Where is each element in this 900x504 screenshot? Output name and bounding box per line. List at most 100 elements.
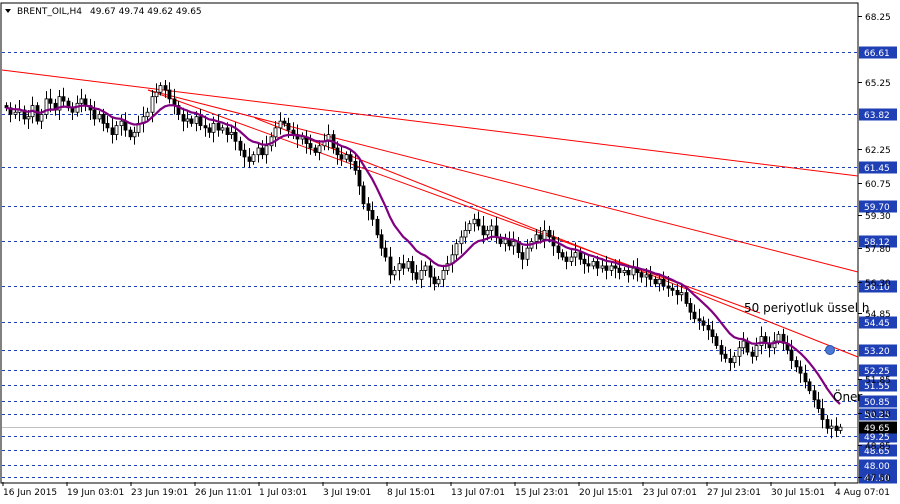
candle <box>542 220 547 249</box>
date-tick-label: 16 Jun 2015 <box>3 488 57 498</box>
candle-body <box>829 425 834 429</box>
candle-body <box>759 336 764 346</box>
date-tick-label: 15 Jul 23:01 <box>515 488 569 498</box>
date-tick-label: 27 Jul 23:01 <box>707 488 761 498</box>
candle <box>313 144 318 156</box>
candle <box>803 364 808 389</box>
candle-body <box>48 98 53 104</box>
level-tag <box>859 344 897 357</box>
ema-annotation: 50 periyotluk üssel h <box>744 301 869 315</box>
candle <box>534 229 539 250</box>
candle-body <box>101 114 106 124</box>
candle <box>105 115 110 133</box>
trendline <box>1 69 859 177</box>
candle-body <box>247 156 252 162</box>
price-tick-label: 60.75 <box>865 180 891 190</box>
candle-body <box>732 355 737 364</box>
level-tag <box>859 316 897 329</box>
candle-body <box>653 278 658 285</box>
candle-body <box>207 127 212 133</box>
candle-body <box>525 247 530 260</box>
candle <box>476 211 481 231</box>
candle <box>441 264 446 288</box>
candle-body <box>185 118 190 122</box>
price-tick-label: 51.85 <box>865 376 891 386</box>
candle <box>317 140 322 161</box>
side-annotation: Öner <box>833 388 862 404</box>
candle-body <box>560 252 565 258</box>
candle-body <box>754 345 759 357</box>
level-tag-label: 49.25 <box>864 433 890 443</box>
candle <box>684 289 689 307</box>
candle <box>595 255 600 276</box>
candle-body <box>803 372 808 383</box>
price-tick-label: 56.30 <box>865 279 891 289</box>
candle <box>820 398 825 429</box>
level-tag-label: 47.50 <box>864 474 890 484</box>
candle <box>181 107 186 132</box>
candle <box>335 141 340 165</box>
candle <box>714 333 719 349</box>
candle-body <box>181 114 186 122</box>
candle <box>463 221 468 244</box>
trendline <box>147 89 761 314</box>
candle-body <box>688 303 693 313</box>
candle <box>639 268 644 283</box>
candle-body <box>189 118 194 124</box>
candle-body <box>353 161 358 171</box>
candle-body <box>194 116 199 124</box>
candle <box>132 126 137 145</box>
candle <box>560 249 565 261</box>
candle-body <box>812 390 817 401</box>
candle-body <box>697 318 702 322</box>
candle <box>423 261 428 276</box>
candle-body <box>317 145 322 153</box>
candle-body <box>520 252 525 260</box>
candle-body <box>481 225 486 236</box>
candle <box>273 121 278 147</box>
candle <box>247 147 252 169</box>
candle-body <box>631 267 636 276</box>
price-tick-label: 48.85 <box>865 442 891 452</box>
candle-body <box>105 122 110 129</box>
date-tick-label: 19 Jun 03:01 <box>67 488 124 498</box>
price-tick-label: 65.25 <box>865 79 891 89</box>
candle-body <box>401 263 406 269</box>
candle-body <box>39 114 44 122</box>
level-tag-label: 50.85 <box>864 398 890 408</box>
candle <box>798 360 803 383</box>
candle-body <box>150 96 155 113</box>
candle-body <box>61 96 66 102</box>
candle <box>754 337 759 361</box>
dropdown-triangle-icon[interactable] <box>5 9 11 13</box>
candle-body <box>375 218 380 236</box>
candle-body <box>313 147 318 153</box>
candle <box>185 110 190 128</box>
candle <box>428 259 433 288</box>
candle-body <box>582 258 587 265</box>
candle-body <box>348 154 353 162</box>
candle <box>419 260 424 289</box>
candle-body <box>167 89 172 100</box>
candle-body <box>242 149 247 158</box>
candle <box>812 385 817 408</box>
candle-body <box>203 125 208 129</box>
price-tick-label: 68.25 <box>865 13 891 23</box>
candle-body <box>97 114 102 120</box>
candle-body <box>798 366 803 374</box>
candle <box>361 181 366 210</box>
level-lines <box>2 52 857 478</box>
candle <box>564 251 569 270</box>
price-tick-label: 50.30 <box>865 410 891 420</box>
candle-body <box>789 349 794 361</box>
level-tag <box>859 379 897 392</box>
candle-body <box>216 122 221 131</box>
candle <box>737 341 742 366</box>
candle <box>189 115 194 127</box>
candle-body <box>432 276 437 285</box>
candle <box>176 101 181 121</box>
candle <box>383 240 388 262</box>
level-tag <box>859 46 897 59</box>
plot-frame <box>0 2 859 484</box>
